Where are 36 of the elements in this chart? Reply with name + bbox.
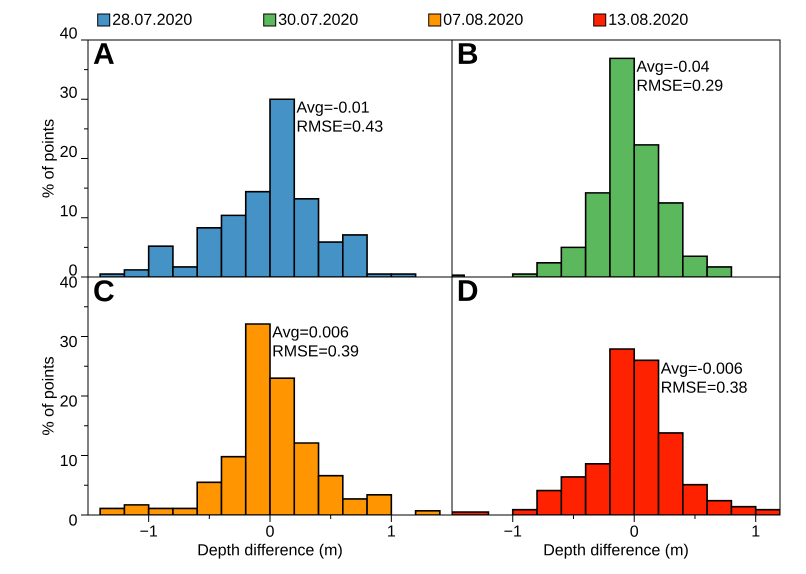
legend-label: 13.08.2020 bbox=[609, 14, 688, 25]
y-tick-label: 30 bbox=[60, 86, 77, 98]
annotation: Avg=-0.006 bbox=[660, 362, 742, 377]
annotation: Avg=-0.04 bbox=[636, 60, 710, 76]
y-tick-label: 30 bbox=[60, 336, 77, 348]
y-axis-title: % of points bbox=[42, 357, 57, 435]
y-tick-label: 40 bbox=[60, 276, 77, 288]
x-axis-title: Depth difference (m) bbox=[198, 544, 342, 559]
annotation: RMSE=0.29 bbox=[638, 80, 722, 91]
annotation: RMSE=0.38 bbox=[662, 382, 747, 393]
chart-title: C bbox=[94, 280, 114, 302]
chart-title: A bbox=[94, 43, 114, 64]
y-tick-label: 20 bbox=[60, 395, 77, 407]
annotation: RMSE=0.43 bbox=[298, 120, 382, 132]
annotation: RMSE=0.39 bbox=[274, 345, 358, 357]
x-tick-label: 1 bbox=[388, 526, 396, 537]
x-tick-label: −1 bbox=[504, 526, 522, 537]
y-tick-label: 10 bbox=[60, 454, 77, 466]
x-tick-label: −1 bbox=[140, 526, 158, 537]
y-tick-label: 0 bbox=[69, 514, 77, 526]
y-axis-title: % of points bbox=[42, 120, 57, 198]
legend-label: 07.08.2020 bbox=[444, 14, 523, 25]
legend-label: 30.07.2020 bbox=[278, 14, 358, 25]
y-tick-label: 40 bbox=[60, 27, 77, 39]
y-tick-label: 10 bbox=[60, 205, 77, 216]
x-tick-label: 0 bbox=[630, 526, 638, 537]
x-tick-label: 1 bbox=[752, 526, 760, 537]
chart-title: B bbox=[458, 43, 478, 64]
annotation: Avg=-0.01 bbox=[296, 101, 369, 116]
legend-label: 28.07.2020 bbox=[112, 14, 192, 25]
chart-title: D bbox=[458, 280, 478, 301]
y-tick-label: 0 bbox=[69, 264, 77, 276]
y-tick-label: 20 bbox=[60, 146, 77, 158]
x-axis-title: Depth difference (m) bbox=[544, 544, 688, 559]
annotation: Avg=0.006 bbox=[272, 326, 348, 341]
x-tick-label: 0 bbox=[266, 526, 274, 537]
